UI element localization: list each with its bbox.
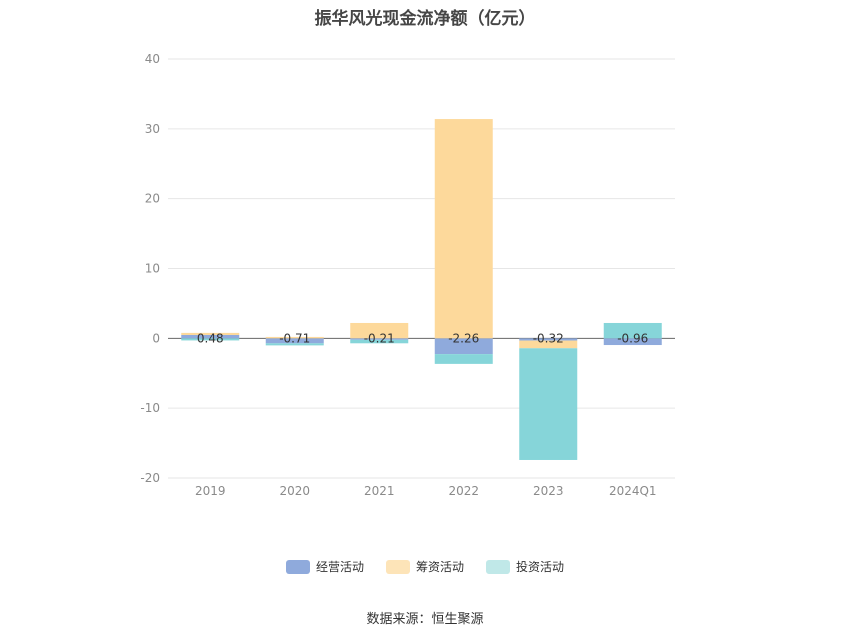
y-tick-label: -10 <box>140 401 160 415</box>
bar-financing <box>265 336 324 339</box>
x-tick-label: 2024Q1 <box>609 484 657 498</box>
bar-investing <box>350 339 409 344</box>
bar-operating <box>265 338 324 344</box>
bar-investing <box>181 338 240 341</box>
data-label: 0.48 <box>197 331 224 345</box>
bar-investing <box>519 348 578 460</box>
legend-item-financing[interactable]: 筹资活动 <box>385 558 464 575</box>
data-label: -2.26 <box>448 331 479 345</box>
chart-title: 振华风光现金流净额（亿元） <box>314 9 536 29</box>
bar-operating <box>603 338 662 346</box>
x-tick-label: 2020 <box>279 484 310 498</box>
x-tick-label: 2019 <box>195 484 226 498</box>
bar-operating <box>181 334 240 339</box>
x-tick-label: 2023 <box>533 484 564 498</box>
legend-label-operating: 经营活动 <box>315 560 364 574</box>
bar-financing <box>350 322 409 339</box>
y-tick-label: 0 <box>152 331 160 345</box>
y-tick-label: 40 <box>145 52 160 66</box>
legend-item-investing[interactable]: 投资活动 <box>486 558 564 575</box>
legend-label-financing: 筹资活动 <box>415 560 464 574</box>
y-tick-label: 20 <box>145 192 160 206</box>
data-source: 数据来源：恒生聚源 <box>366 612 484 627</box>
legend-label-investing: 投资活动 <box>516 560 565 574</box>
bar-financing <box>519 340 578 349</box>
bar-financing <box>181 332 240 335</box>
data-label: -0.71 <box>279 331 310 345</box>
x-tick-label: 2022 <box>448 484 479 498</box>
legend-swatch-investing <box>486 559 510 574</box>
y-tick-label: -20 <box>140 471 160 485</box>
y-tick-label: 30 <box>145 122 160 136</box>
x-tick-label: 2021 <box>364 484 395 498</box>
legend-swatch-financing <box>385 559 410 574</box>
legend: 经营活动 筹资活动 投资活动 <box>0 558 850 575</box>
data-label: -0.21 <box>364 331 395 345</box>
bar-operating <box>519 338 578 341</box>
data-label: -0.96 <box>617 331 648 345</box>
bar-investing <box>265 343 324 346</box>
legend-swatch-operating <box>285 559 310 574</box>
bar-investing <box>603 322 662 339</box>
legend-item-operating[interactable]: 经营活动 <box>285 558 364 575</box>
bar-financing <box>434 119 493 339</box>
data-label: -0.32 <box>533 331 564 345</box>
y-tick-label: 10 <box>145 262 160 276</box>
bar-operating <box>434 338 493 355</box>
bar-investing <box>434 354 493 364</box>
bar-operating <box>350 338 409 340</box>
